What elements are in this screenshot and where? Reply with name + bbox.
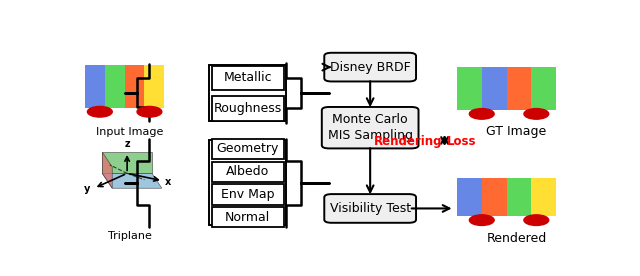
Text: Normal: Normal [225, 211, 270, 224]
Bar [531, 67, 556, 110]
FancyBboxPatch shape [324, 194, 416, 223]
FancyBboxPatch shape [209, 140, 286, 225]
Circle shape [137, 107, 162, 117]
Text: Monte Carlo
MIS Sampling: Monte Carlo MIS Sampling [328, 113, 413, 142]
Polygon shape [102, 152, 112, 188]
Bar [482, 67, 507, 110]
Bar [457, 67, 482, 110]
FancyBboxPatch shape [324, 53, 416, 81]
Text: Env Map: Env Map [221, 188, 275, 201]
Text: Rendered: Rendered [486, 232, 547, 245]
Circle shape [524, 108, 548, 119]
Text: Disney BRDF: Disney BRDF [330, 61, 410, 74]
Text: Geometry: Geometry [216, 142, 279, 155]
FancyBboxPatch shape [212, 96, 284, 121]
Bar [507, 178, 531, 216]
Text: GT Image: GT Image [486, 125, 547, 139]
Text: Rendering: Rendering [374, 135, 442, 148]
Bar [457, 178, 482, 216]
Circle shape [469, 108, 494, 119]
Text: Albedo: Albedo [226, 165, 269, 178]
Bar [105, 65, 125, 108]
Bar [482, 178, 507, 216]
Text: y: y [84, 184, 90, 194]
FancyBboxPatch shape [212, 65, 284, 90]
Text: Loss: Loss [447, 135, 477, 148]
Polygon shape [102, 173, 162, 188]
Text: Input Image: Input Image [96, 127, 163, 137]
Text: z: z [124, 139, 130, 149]
FancyBboxPatch shape [212, 184, 284, 205]
Circle shape [524, 215, 548, 225]
Circle shape [88, 107, 112, 117]
Text: Roughness: Roughness [214, 102, 282, 115]
Bar [125, 65, 145, 108]
FancyBboxPatch shape [212, 161, 284, 182]
FancyBboxPatch shape [322, 107, 419, 148]
Bar [507, 67, 531, 110]
Circle shape [469, 215, 494, 225]
Bar [145, 65, 164, 108]
FancyBboxPatch shape [212, 207, 284, 227]
Text: Triplane: Triplane [108, 231, 152, 241]
Bar [531, 178, 556, 216]
Text: Visibility Test: Visibility Test [330, 202, 411, 215]
FancyBboxPatch shape [209, 65, 286, 121]
Text: x: x [165, 177, 172, 187]
Bar [85, 65, 105, 108]
FancyBboxPatch shape [212, 139, 284, 159]
Polygon shape [102, 152, 152, 173]
Text: Metallic: Metallic [223, 71, 272, 84]
